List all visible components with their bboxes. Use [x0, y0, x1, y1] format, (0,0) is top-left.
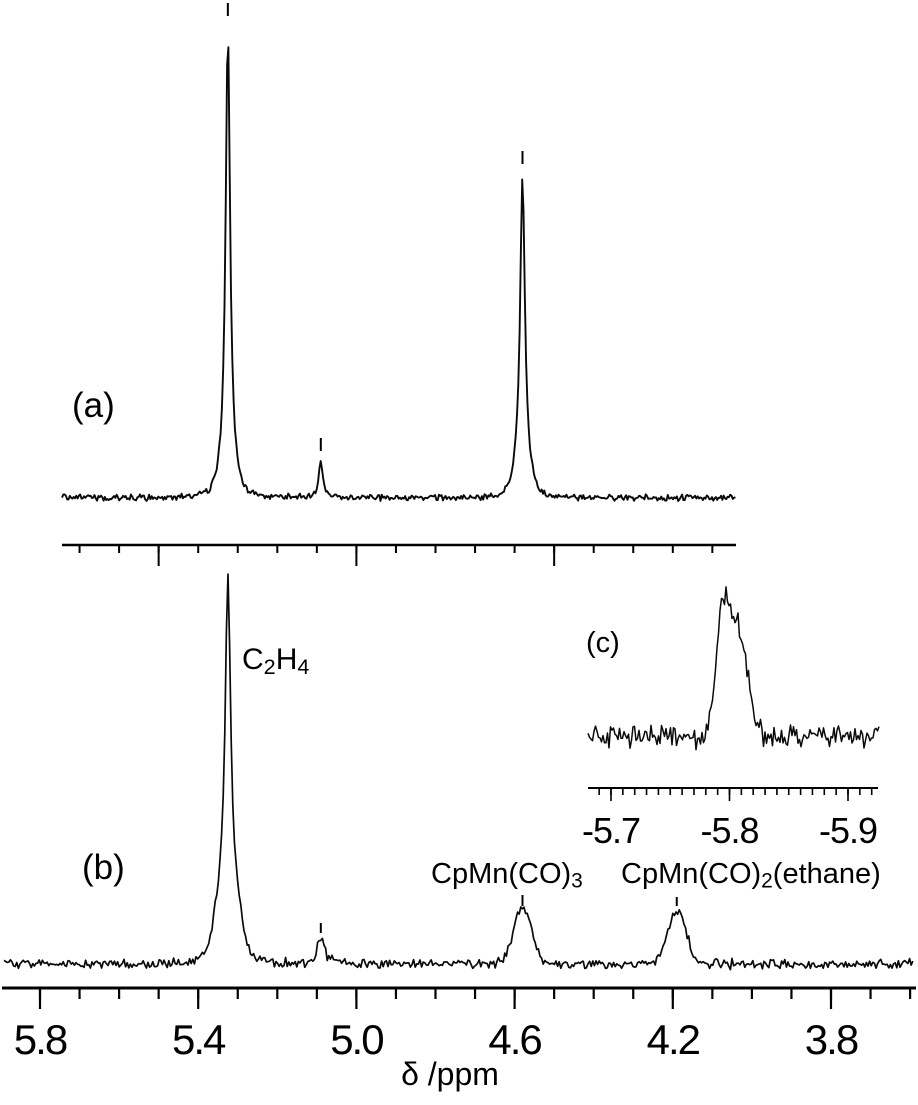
tick-label: -5.9	[818, 810, 878, 851]
peak-label-cpmnco2ethane: CpMn(CO)2(ethane)	[621, 859, 881, 892]
tick-label: 5.8	[13, 1016, 68, 1063]
formula-text: C	[242, 643, 264, 676]
formula-text: CpMn(CO)	[431, 858, 572, 890]
formula-text: CpMn(CO)	[621, 858, 762, 890]
peak-label-cpmnco3: CpMn(CO)3	[431, 859, 583, 892]
formula-text: H	[275, 643, 298, 676]
peak-label-c2h4: C2H4	[242, 644, 309, 678]
tick-label: 4.6	[488, 1016, 542, 1063]
tick-label: 4.2	[646, 1016, 701, 1063]
formula-subscript: 2	[761, 869, 773, 893]
tick-label: 3.8	[804, 1016, 859, 1063]
formula-subscript: 2	[263, 653, 276, 679]
tick-label: -5.8	[700, 810, 759, 851]
formula-text: (ethane)	[772, 858, 881, 890]
tick-label: 5.0	[330, 1016, 384, 1063]
formula-subscript: 3	[571, 869, 583, 893]
panel-label-b: (b)	[82, 848, 125, 887]
tick-label: 5.4	[171, 1016, 226, 1063]
formula-subscript: 4	[297, 653, 310, 679]
panel-label-c: (c)	[586, 627, 620, 659]
spectrum-trace-a	[61, 46, 736, 502]
spectrum-trace-b	[3, 573, 914, 971]
x-axis-title: δ /ppm	[401, 1056, 499, 1092]
panel-label-a: (a)	[72, 386, 115, 425]
tick-label: -5.7	[581, 810, 641, 851]
spectrum-trace-c	[587, 586, 880, 751]
